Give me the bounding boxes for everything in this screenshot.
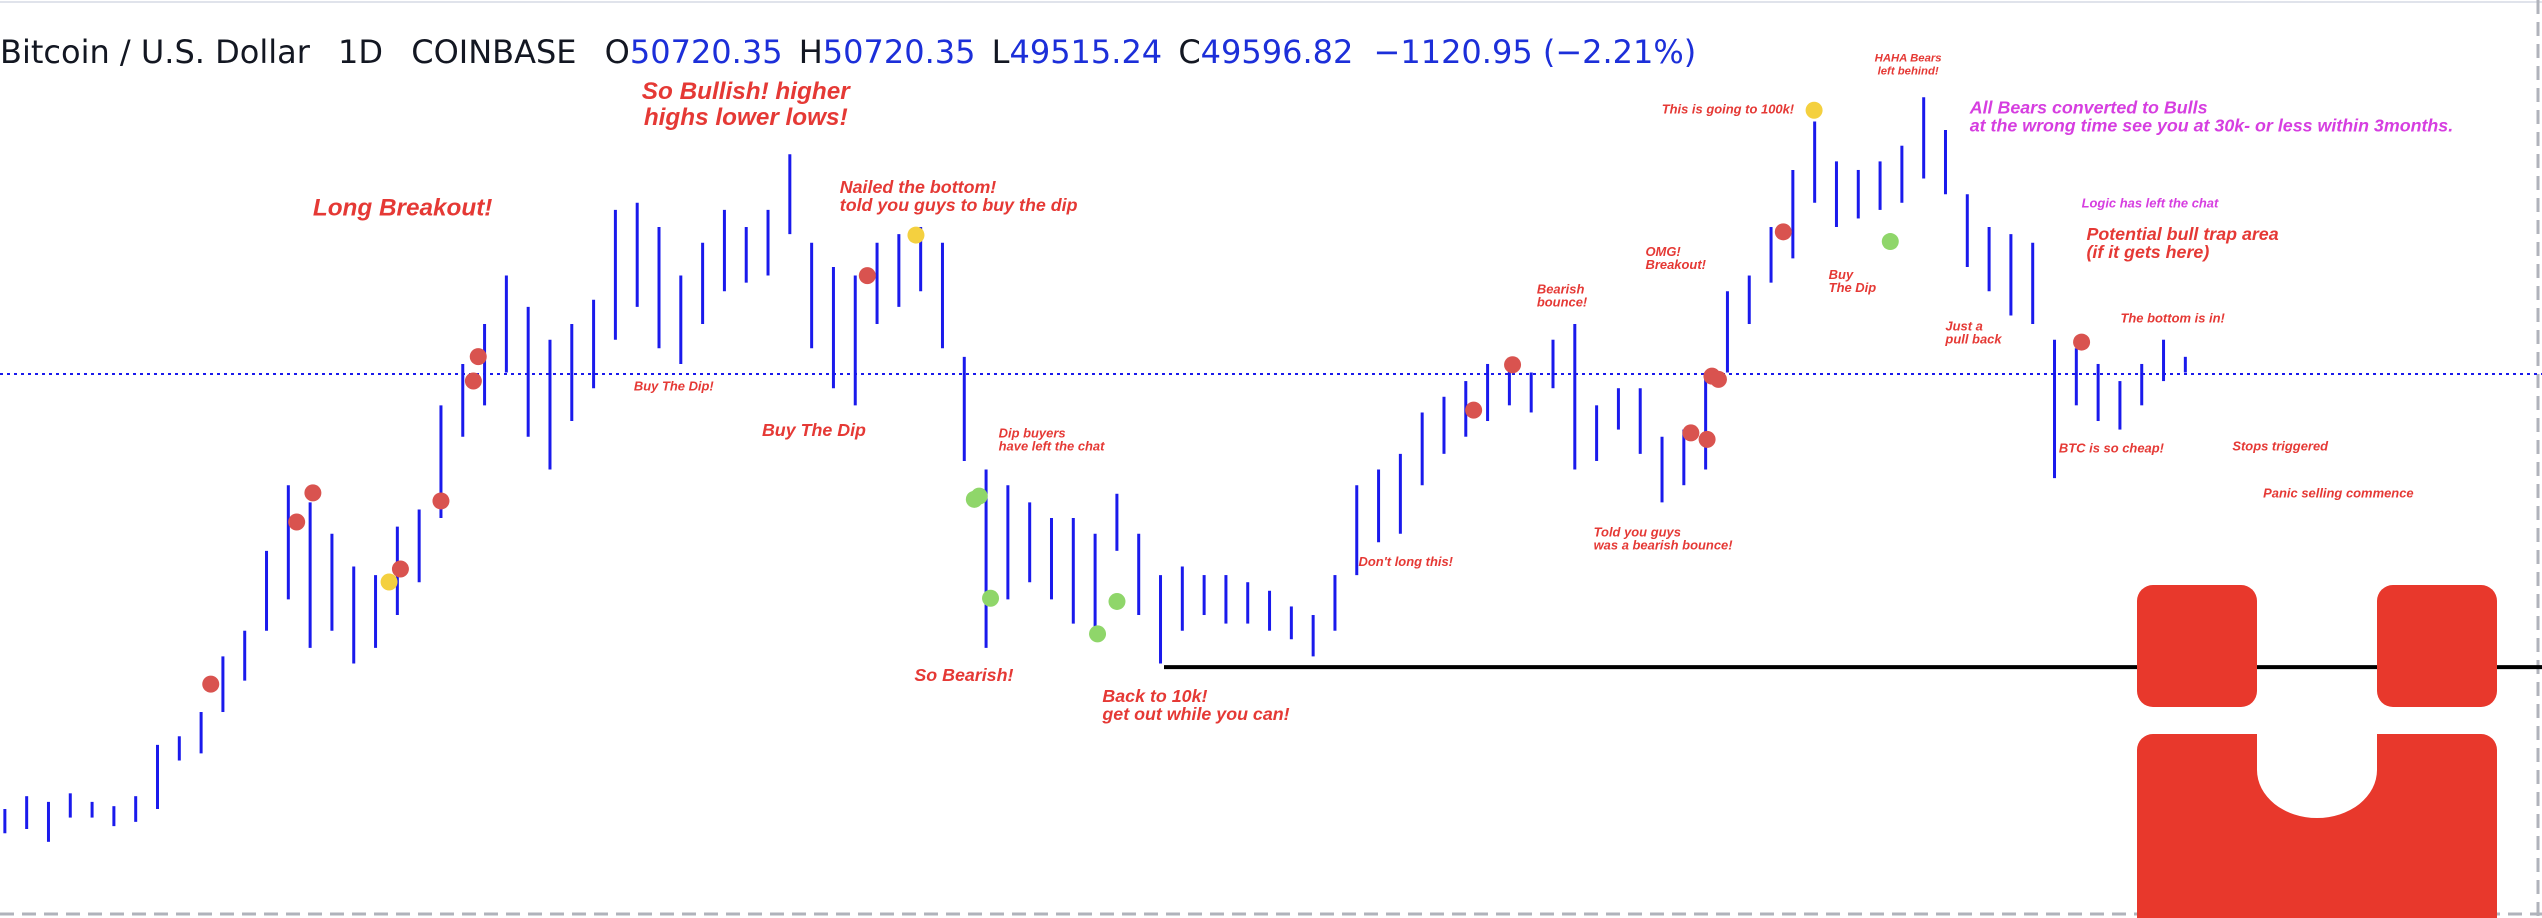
- logo-arc: [2137, 734, 2497, 918]
- annotation: Bearish: [1537, 281, 1585, 296]
- annotation: get out while you can!: [1101, 704, 1289, 724]
- signal-dot: [1698, 430, 1716, 448]
- annotation: Breakout!: [1645, 257, 1706, 272]
- signal-dot: [1709, 370, 1727, 388]
- signal-dot: [1881, 233, 1899, 251]
- open-value: 50720.35: [630, 33, 783, 71]
- signal-dot: [202, 675, 220, 693]
- annotation: The Dip: [1829, 280, 1877, 295]
- signal-dot: [1465, 401, 1483, 419]
- annotation: left behind!: [1878, 66, 1939, 78]
- annotation: Long Breakout!: [313, 195, 493, 222]
- signal-dot: [907, 226, 925, 244]
- annotation: (if it gets here): [2086, 242, 2209, 262]
- signal-dot: [982, 589, 1000, 607]
- signal-dot: [970, 487, 988, 505]
- close-value: 49596.82: [1201, 33, 1354, 71]
- annotation: bounce!: [1537, 294, 1588, 309]
- signal-dot: [391, 560, 409, 578]
- annotation: Back to 10k!: [1102, 686, 1207, 706]
- low-value: 49515.24: [1009, 33, 1162, 71]
- annotation: told you guys to buy the dip: [840, 195, 1078, 215]
- signal-dot: [1774, 223, 1792, 241]
- annotation: All Bears converted to Bulls: [1969, 97, 2208, 117]
- field-letter: C: [1178, 33, 1200, 71]
- signal-dot: [1504, 356, 1522, 374]
- logo-block: [2377, 585, 2497, 707]
- signal-dot: [1089, 625, 1107, 643]
- logo-block: [2137, 585, 2257, 707]
- annotation: at the wrong time see you at 30k- or les…: [1970, 115, 2453, 135]
- signal-dot: [304, 484, 322, 502]
- annotation: Potential bull trap area: [2086, 224, 2278, 244]
- annotation: was a bearish bounce!: [1594, 538, 1734, 553]
- signal-dot: [858, 267, 876, 285]
- signal-dot: [380, 573, 398, 591]
- exchange: COINBASE: [411, 33, 576, 71]
- signal-dot: [2073, 333, 2091, 351]
- annotation: Stops triggered: [2232, 439, 2329, 454]
- annotation: OMG!: [1645, 244, 1681, 259]
- annotation: have left the chat: [999, 439, 1105, 454]
- annotation: pull back: [1944, 332, 2002, 347]
- annotation: Nailed the bottom!: [840, 177, 997, 197]
- annotation: highs lower lows!: [644, 104, 848, 131]
- field-letter: H: [799, 33, 823, 71]
- annotation: Told you guys: [1594, 525, 1681, 540]
- symbol: Bitcoin / U.S. Dollar: [0, 33, 311, 71]
- signal-dot: [1805, 101, 1823, 119]
- signal-dot: [288, 513, 306, 531]
- annotation: Panic selling commence: [2263, 486, 2413, 501]
- annotation: HAHA Bears: [1875, 53, 1942, 65]
- annotation: Buy: [1829, 267, 1854, 282]
- annotation: BTC is so cheap!: [2059, 440, 2165, 455]
- logo: [2137, 585, 2497, 918]
- signal-dot: [1682, 424, 1700, 442]
- field-letter: L: [992, 33, 1010, 71]
- signal-dot: [464, 372, 482, 390]
- annotation: Just a: [1945, 319, 1982, 334]
- interval: 1D: [338, 33, 383, 71]
- signal-dot: [432, 492, 450, 510]
- annotation: So Bearish!: [914, 665, 1013, 685]
- signal-dot: [1108, 592, 1126, 610]
- signal-dot: [469, 348, 487, 366]
- change: −1120.95 (−2.21%): [1374, 33, 1697, 71]
- high-value: 50720.35: [823, 33, 976, 71]
- annotation: Logic has left the chat: [2082, 196, 2219, 211]
- annotation: Buy The Dip!: [634, 379, 715, 394]
- annotation: Dip buyers: [999, 426, 1066, 441]
- field-letter: O: [605, 33, 630, 71]
- annotation: Don't long this!: [1359, 554, 1454, 569]
- annotation: Buy The Dip: [762, 420, 866, 440]
- annotation: So Bullish! higher: [642, 78, 851, 105]
- annotation: This is going to 100k!: [1662, 101, 1795, 116]
- annotation: The bottom is in!: [2120, 311, 2225, 326]
- header: Bitcoin / U.S. Dollar 1D COINBASE O50720…: [0, 33, 1696, 71]
